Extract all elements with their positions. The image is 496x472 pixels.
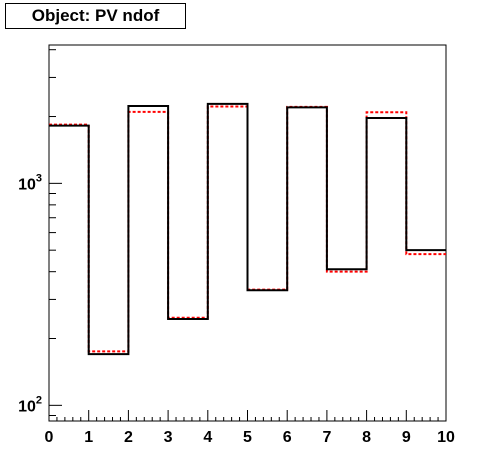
histogram-series-1 xyxy=(49,102,446,356)
histogram-line xyxy=(49,102,446,356)
series-layer xyxy=(49,102,446,356)
x-tick-label: 3 xyxy=(164,429,173,446)
y-tick-label: 102 xyxy=(18,394,42,415)
x-tick-label: 9 xyxy=(402,429,411,446)
x-tick-label: 6 xyxy=(283,429,292,446)
x-tick-label: 5 xyxy=(243,429,252,446)
y-tick-label-exponent: 2 xyxy=(36,394,42,406)
y-tick-label: 103 xyxy=(18,172,42,193)
chart-title: Object: PV ndof xyxy=(5,3,186,29)
x-tick-label: 1 xyxy=(84,429,93,446)
x-tick-label: 4 xyxy=(203,429,212,446)
x-tick-label: 2 xyxy=(124,429,133,446)
x-tick-label: 7 xyxy=(322,429,331,446)
x-axis: 0 1 2 3 4 5 6 7 8 9 10 xyxy=(45,410,455,446)
x-tick-label: 0 xyxy=(45,429,54,446)
y-tick-label-base: 10 xyxy=(18,398,36,415)
x-tick-label: 8 xyxy=(362,429,371,446)
x-tick-label: 10 xyxy=(437,429,455,446)
y-tick-label-base: 10 xyxy=(18,176,36,193)
y-tick-label-exponent: 3 xyxy=(36,172,42,184)
